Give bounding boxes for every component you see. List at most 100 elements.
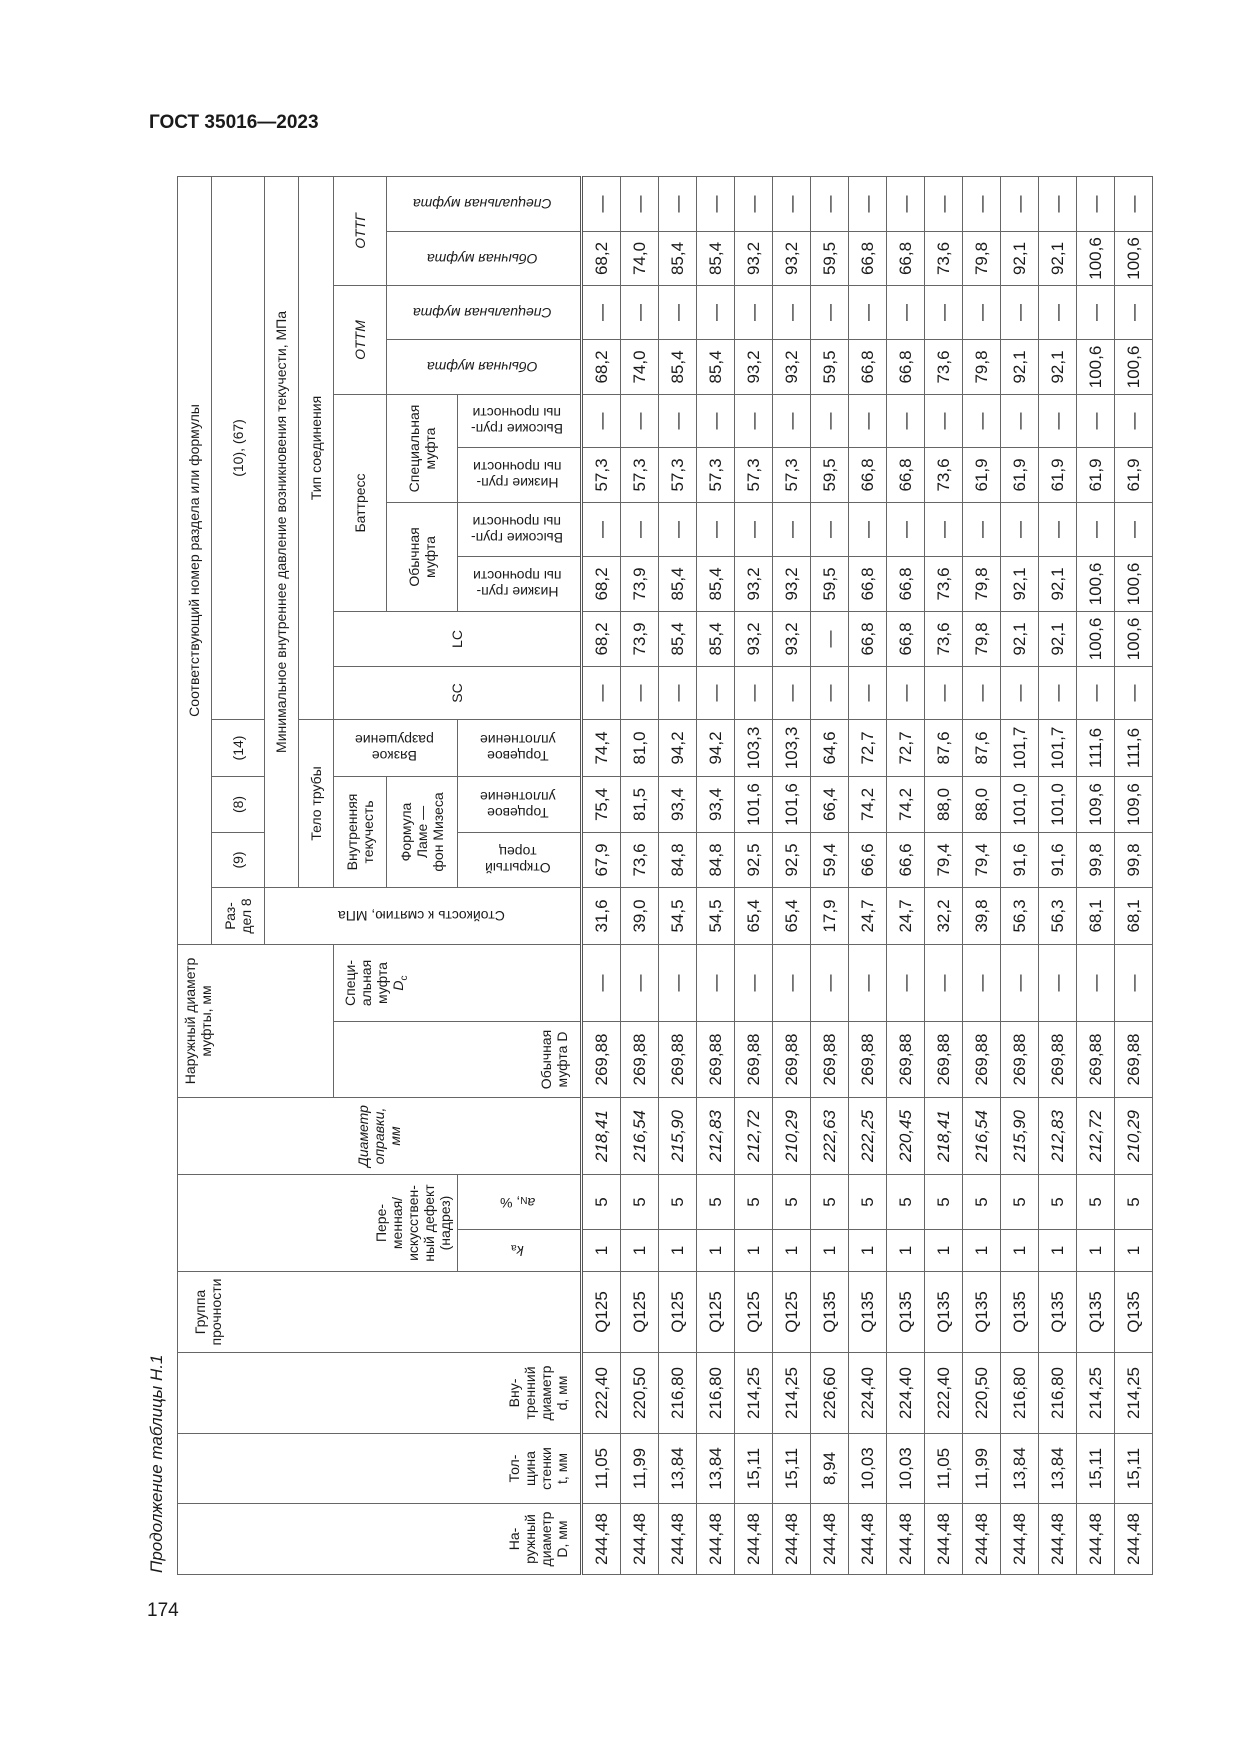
table-cell: 73,6: [620, 832, 659, 888]
table-cell: 111,6: [1114, 719, 1153, 777]
table-cell: 88,0: [924, 776, 963, 833]
table-cell: 56,3: [1038, 887, 1077, 945]
table-cell: —: [581, 176, 621, 232]
table-cell: —: [1076, 176, 1115, 232]
table-cell: —: [848, 285, 887, 340]
table-caption: Продолжение таблицы Н.1: [147, 1354, 166, 1574]
table-cell: —: [620, 944, 659, 1022]
table-cell: 93,2: [772, 231, 811, 286]
table-cell: —: [1038, 944, 1077, 1022]
table-cell: —: [886, 666, 925, 720]
table-cell: 15,11: [734, 1433, 773, 1504]
table-cell: 54,5: [658, 887, 697, 945]
table-cell: —: [810, 944, 849, 1022]
header-line: оправки,: [370, 1107, 387, 1165]
table-cell: 101,0: [1000, 776, 1039, 833]
table-cell: —: [696, 176, 735, 232]
table-row: 244,48 11,05 222,40 Q135 1 5 218,41 269,88—32,2…: [924, 176, 963, 1575]
table-cell: 10,03: [848, 1433, 887, 1504]
table-cell: —: [848, 944, 887, 1022]
header-line: торец: [498, 843, 537, 860]
table-cell: —: [696, 944, 735, 1022]
table-cell: —: [848, 176, 887, 232]
header-line: ружный: [521, 1514, 538, 1564]
table-cell: 244,48: [772, 1503, 811, 1575]
table-cell: 93,2: [734, 611, 773, 667]
table-cell: —: [1000, 394, 1039, 448]
table-cell: —: [620, 666, 659, 720]
header-ottm: ОТТМ: [333, 285, 387, 395]
table-cell: —: [1038, 285, 1077, 340]
table-cell: Q135: [886, 1271, 925, 1353]
table-cell: 61,9: [1114, 447, 1153, 503]
table-cell: 226,60: [810, 1352, 849, 1434]
header-line: D, мм: [553, 1520, 570, 1558]
table-cell: 92,1: [1000, 231, 1039, 286]
table-cell: 61,9: [962, 447, 1001, 503]
table-row: 244,48 15,11 214,25 Q125 1 5 212,72 269,88—65,4…: [734, 176, 773, 1575]
table-cell: 269,88: [581, 1021, 621, 1098]
table-cell: 85,4: [696, 231, 735, 286]
header-formula-8: (8): [211, 776, 265, 833]
table-cell: —: [734, 285, 773, 340]
table-cell: 74,4: [581, 719, 621, 777]
table-cell: 85,4: [658, 611, 697, 667]
table-cell: —: [886, 285, 925, 340]
table-cell: 269,88: [1114, 1021, 1153, 1098]
table-cell: —: [1000, 666, 1039, 720]
table-cell: 93,2: [734, 556, 773, 612]
table-cell: 79,8: [962, 611, 1001, 667]
table-cell: Q135: [1076, 1271, 1115, 1353]
table-cell: 100,6: [1114, 556, 1153, 612]
table-cell: 100,6: [1114, 231, 1153, 286]
header-ottg: ОТТГ: [333, 176, 387, 286]
table-cell: —: [620, 176, 659, 232]
table-cell: 1: [886, 1229, 925, 1272]
table-cell: 11,99: [620, 1433, 659, 1504]
table-cell: 1: [1000, 1229, 1039, 1272]
table-cell: 269,88: [1076, 1021, 1115, 1098]
table-row: 244,48 11,99 220,50 Q135 1 5 216,54 269,88—39,8…: [962, 176, 1001, 1575]
table-cell: —: [581, 666, 621, 720]
table-cell: 66,8: [886, 611, 925, 667]
header-line: Пере-: [372, 1203, 389, 1243]
table-cell: 66,8: [848, 231, 887, 286]
table-cell: —: [1076, 394, 1115, 448]
table-cell: 11,05: [581, 1433, 621, 1504]
table-cell: 66,8: [848, 447, 887, 503]
table-cell: 72,7: [886, 719, 925, 777]
table-cell: 216,54: [962, 1097, 1001, 1175]
table-row: 244,48 11,05 222,40 Q125 1 5 218,41 269,88—31,6…: [581, 176, 621, 1575]
table-cell: 57,3: [581, 447, 621, 503]
table-cell: 269,88: [886, 1021, 925, 1098]
header-outer-diameter: На-ружный диаметр D, мм: [177, 1503, 582, 1575]
header-pipe-body: Тело трубы: [298, 719, 334, 888]
table-cell: —: [962, 394, 1001, 448]
table-cell: 79,4: [962, 832, 1001, 888]
table-cell: 215,90: [1000, 1097, 1039, 1175]
header-line: Наружный диаметр: [182, 957, 198, 1085]
table-cell: —: [924, 666, 963, 720]
table-cell: 100,6: [1076, 611, 1115, 667]
table-cell: 68,2: [581, 231, 621, 286]
table-cell: 5: [734, 1174, 773, 1230]
header-line: (надрез): [436, 1195, 453, 1251]
table-row: 244,48 8,94 226,60 Q135 1 5 222,63 269,88—17,9 5…: [810, 176, 849, 1575]
table-cell: 216,54: [620, 1097, 659, 1175]
table-cell: —: [581, 502, 621, 557]
table-cell: —: [924, 285, 963, 340]
table-cell: 1: [1076, 1229, 1115, 1272]
table-cell: 224,40: [848, 1352, 887, 1434]
table-cell: 216,80: [658, 1352, 697, 1434]
table-cell: 109,6: [1114, 776, 1153, 833]
header-sc: SC: [333, 666, 582, 720]
table-cell: Q135: [1038, 1271, 1077, 1353]
table-cell: 93,2: [772, 611, 811, 667]
table-cell: Q135: [810, 1271, 849, 1353]
header-ottm-special: Специальная муфта: [386, 285, 582, 340]
table-cell: 269,88: [848, 1021, 887, 1098]
header-line: муфта: [422, 536, 438, 578]
table-cell: 244,48: [620, 1503, 659, 1575]
header-line: Внутренняя: [343, 793, 360, 871]
table-cell: 5: [1038, 1174, 1077, 1230]
